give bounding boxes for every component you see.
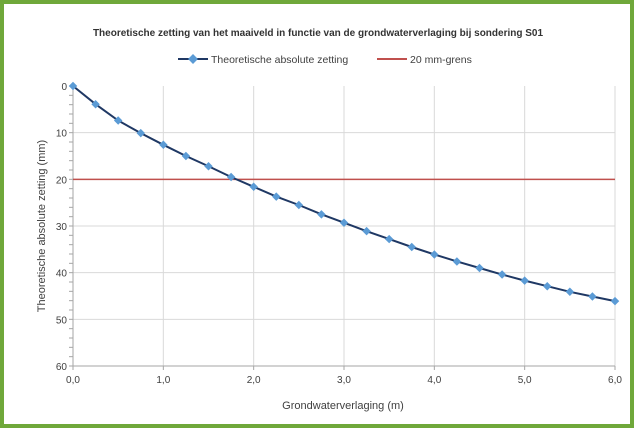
y-axis-title: Theoretische absolute zetting (mm) xyxy=(36,140,48,312)
y-tick-label: 30 xyxy=(56,222,68,233)
x-tick-label: 5,0 xyxy=(518,375,532,386)
data-point xyxy=(407,242,416,252)
chart-title: Theoretische zetting van het maaiveld in… xyxy=(93,28,544,39)
x-tick-label: 1,0 xyxy=(156,375,170,386)
data-point xyxy=(91,99,100,109)
data-point xyxy=(317,210,326,219)
y-tick-label: 40 xyxy=(56,269,68,280)
data-point xyxy=(384,234,394,244)
data-point xyxy=(588,292,597,301)
data-point xyxy=(430,250,439,259)
x-axis-ticks: 0,0 1,0 2,0 3,0 4,0 5,0 6,0 xyxy=(66,375,622,386)
data-point xyxy=(520,276,529,285)
y-tick-label: 60 xyxy=(56,362,68,373)
data-point xyxy=(159,140,168,150)
data-point xyxy=(294,200,304,210)
legend-item-limit: 20 mm-grens xyxy=(377,54,472,66)
data-point xyxy=(497,270,507,279)
data-point xyxy=(181,151,191,161)
data-point xyxy=(565,287,575,297)
chart: Theoretische zetting van het maaiveld in… xyxy=(36,28,622,412)
data-point xyxy=(226,172,236,182)
data-point xyxy=(113,116,123,125)
axes xyxy=(69,85,616,370)
data-point xyxy=(543,281,552,291)
x-tick-label: 3,0 xyxy=(337,375,351,386)
x-tick-label: 2,0 xyxy=(247,375,261,386)
y-tick-label: 20 xyxy=(56,175,68,186)
y-tick-label: 0 xyxy=(61,82,67,93)
data-point xyxy=(475,263,484,273)
x-tick-label: 4,0 xyxy=(427,375,441,386)
data-point xyxy=(452,257,462,266)
legend-label-limit: 20 mm-grens xyxy=(410,54,472,66)
data-point xyxy=(610,296,620,306)
x-tick-label: 0,0 xyxy=(66,375,80,386)
series-layer xyxy=(68,81,620,306)
data-point xyxy=(136,128,145,138)
y-tick-label: 50 xyxy=(56,315,68,326)
legend-marker-settlement xyxy=(188,54,198,64)
x-tick-label: 6,0 xyxy=(608,375,622,386)
data-point xyxy=(362,226,371,236)
data-point xyxy=(204,162,213,171)
legend: Theoretische absolute zetting 20 mm-gren… xyxy=(178,54,472,66)
legend-item-settlement: Theoretische absolute zetting xyxy=(178,54,348,66)
y-axis-ticks: 0 10 20 30 40 50 60 xyxy=(56,82,68,373)
x-axis-title: Grondwaterverlaging (m) xyxy=(282,400,404,412)
y-tick-label: 10 xyxy=(56,129,68,140)
data-point xyxy=(339,218,349,227)
data-point xyxy=(249,182,258,192)
legend-label-settlement: Theoretische absolute zetting xyxy=(211,54,348,66)
data-point xyxy=(68,81,78,91)
data-point xyxy=(272,192,281,201)
